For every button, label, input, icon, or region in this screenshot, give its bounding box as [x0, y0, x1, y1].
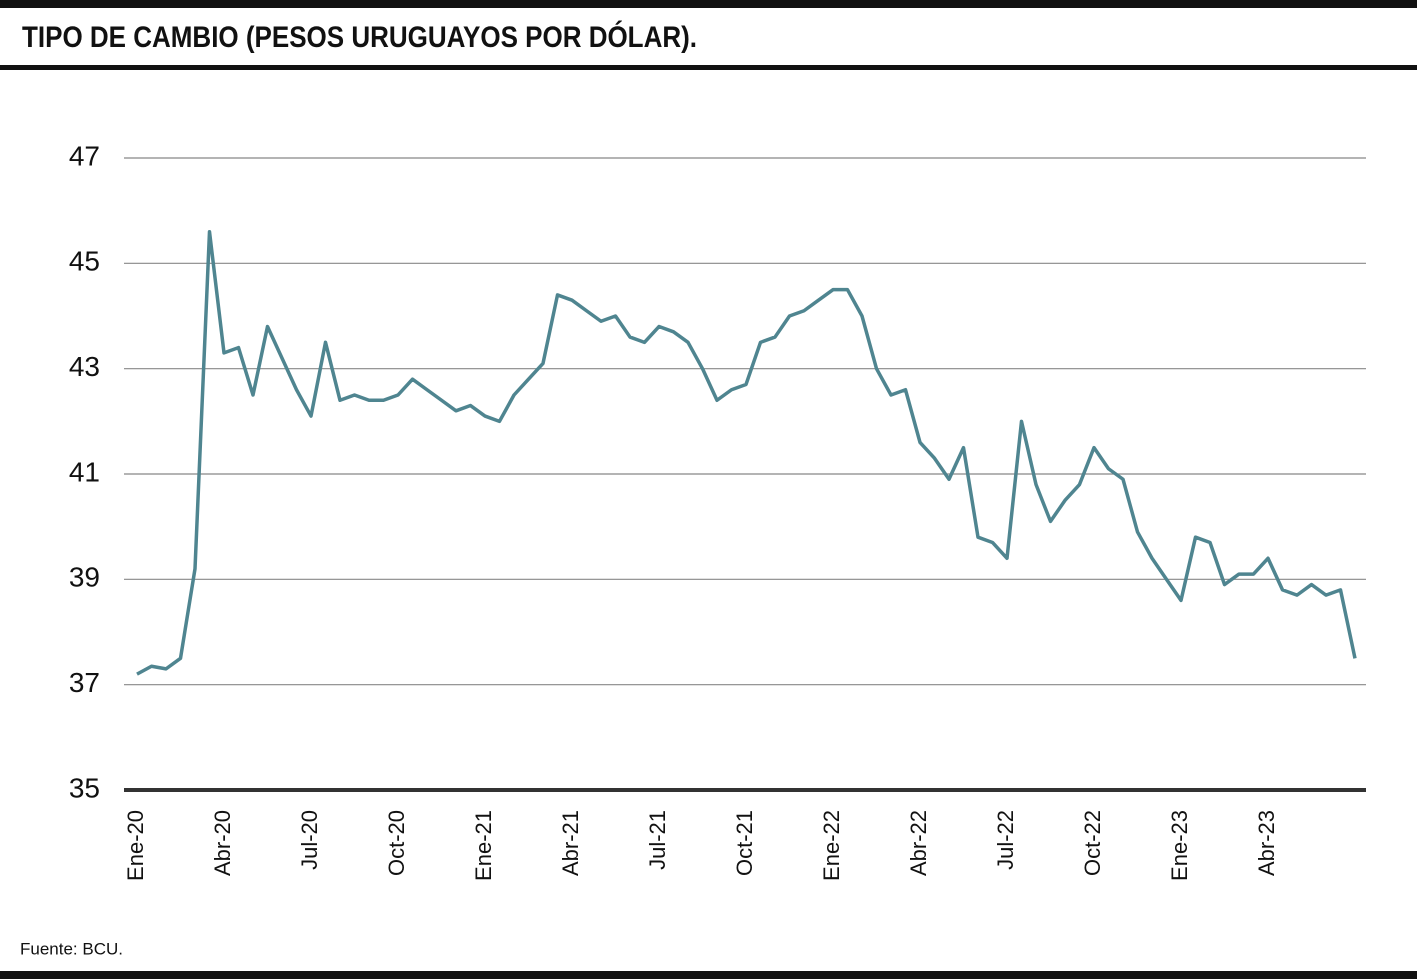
y-tick-label: 41	[69, 456, 100, 487]
x-tick-label: Abr-22	[906, 810, 931, 876]
x-tick-label: Jul-22	[993, 810, 1018, 870]
y-tick-label: 43	[69, 351, 100, 382]
source: Fuente: BCU.	[20, 939, 123, 958]
y-tick-label: 47	[69, 140, 100, 171]
x-tick-label: Jul-21	[645, 810, 670, 870]
y-tick-label: 45	[69, 246, 100, 277]
y-tick-label: 37	[69, 667, 100, 698]
x-tick-label: Ene-20	[123, 810, 148, 881]
x-tick-label: Oct-22	[1080, 810, 1105, 876]
x-tick-label: Ene-23	[1167, 810, 1192, 881]
title-rule	[0, 65, 1417, 70]
x-tick-label: Abr-21	[558, 810, 583, 876]
y-tick-label: 39	[69, 562, 100, 593]
x-tick-label: Abr-23	[1254, 810, 1279, 876]
x-tick-label: Ene-22	[819, 810, 844, 881]
x-tick-label: Abr-20	[210, 810, 235, 876]
top-bar	[0, 0, 1417, 8]
x-tick-label: Jul-20	[297, 810, 322, 870]
x-tick-label: Ene-21	[471, 810, 496, 881]
x-tick-label: Oct-21	[732, 810, 757, 876]
bottom-bar	[0, 971, 1417, 979]
line	[136, 229, 1357, 676]
y-tick-label: 35	[69, 772, 100, 803]
x-tick-label: Oct-20	[384, 810, 409, 876]
chart-title: TIPO DE CAMBIO (PESOS URUGUAYOS POR DÓLA…	[22, 20, 697, 54]
